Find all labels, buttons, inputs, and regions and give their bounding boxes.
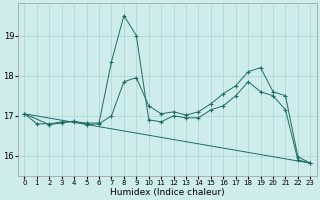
X-axis label: Humidex (Indice chaleur): Humidex (Indice chaleur)	[110, 188, 225, 197]
